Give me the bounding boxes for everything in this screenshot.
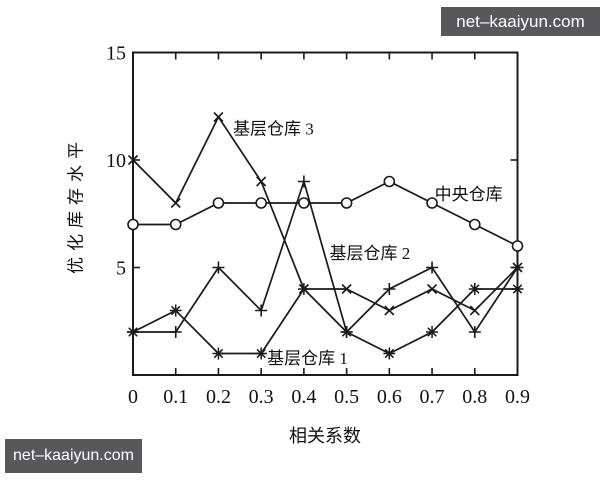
data-point-marker xyxy=(169,326,182,338)
series-line-0 xyxy=(133,180,518,247)
data-point-marker xyxy=(169,218,182,231)
data-point-marker xyxy=(212,347,225,360)
data-point-marker xyxy=(383,347,396,360)
data-point-marker xyxy=(426,326,439,338)
x-tick-label: 0 xyxy=(128,386,138,408)
data-point-marker xyxy=(511,240,524,252)
series-line-3 xyxy=(132,287,518,355)
x-axis-label: 相关系数 xyxy=(289,426,361,446)
x-tick-label: 0.3 xyxy=(249,386,274,408)
data-point-marker xyxy=(127,326,139,338)
data-point-marker xyxy=(256,176,267,187)
x-tick-label: 0.8 xyxy=(462,386,487,408)
x-tick-label: 0.7 xyxy=(420,386,445,408)
data-point-marker xyxy=(469,305,480,316)
data-point-marker xyxy=(511,283,524,295)
series-label-1: 基层仓库 3 xyxy=(233,119,314,138)
data-point-marker xyxy=(127,154,139,166)
x-tick-label: 0.4 xyxy=(291,386,316,408)
data-point-marker xyxy=(297,175,310,188)
data-point-marker xyxy=(255,347,268,360)
data-point-marker xyxy=(511,261,524,274)
data-point-marker xyxy=(468,326,481,338)
series-line-1 xyxy=(132,115,519,312)
data-point-marker xyxy=(297,283,310,295)
data-point-marker xyxy=(170,197,181,209)
data-point-marker xyxy=(169,304,182,317)
data-point-marker xyxy=(426,283,438,295)
data-point-marker xyxy=(212,261,225,274)
data-point-marker xyxy=(426,197,438,209)
x-tick-label: 0.5 xyxy=(334,386,359,408)
series-line-2 xyxy=(133,178,519,334)
data-point-marker xyxy=(340,197,353,209)
x-tick-label: 0.9 xyxy=(505,386,530,408)
data-point-marker xyxy=(340,326,353,338)
series-label-3: 基层仓库 1 xyxy=(267,349,348,368)
data-point-marker xyxy=(341,283,352,295)
series-label-0: 中央仓库 xyxy=(435,185,503,204)
watermark-top-right: net–kaaiyun.com xyxy=(441,7,600,36)
watermark-bottom-left: net–kaaiyun.com xyxy=(5,439,142,473)
data-point-marker xyxy=(383,175,396,188)
x-tick-label: 0.1 xyxy=(163,386,188,408)
data-point-marker xyxy=(212,197,225,209)
data-point-marker xyxy=(426,261,439,274)
data-point-marker xyxy=(298,197,310,209)
x-tick-label: 0.6 xyxy=(377,386,402,408)
data-point-marker xyxy=(383,283,396,295)
y-tick-label: 15 xyxy=(106,43,126,65)
plot-border xyxy=(132,51,519,376)
series-label-2: 基层仓库 2 xyxy=(330,244,411,263)
data-point-marker xyxy=(384,305,395,316)
x-tick-label: 0.2 xyxy=(206,386,231,408)
data-point-marker xyxy=(127,218,139,231)
y-tick-label: 5 xyxy=(116,258,126,280)
data-point-marker xyxy=(468,218,481,231)
data-point-marker xyxy=(255,304,268,317)
data-point-marker xyxy=(255,197,267,209)
y-axis-label: 优化库存水平 xyxy=(66,136,86,274)
y-tick-label: 10 xyxy=(106,150,126,172)
data-point-marker xyxy=(468,283,481,295)
data-point-marker xyxy=(213,111,224,123)
